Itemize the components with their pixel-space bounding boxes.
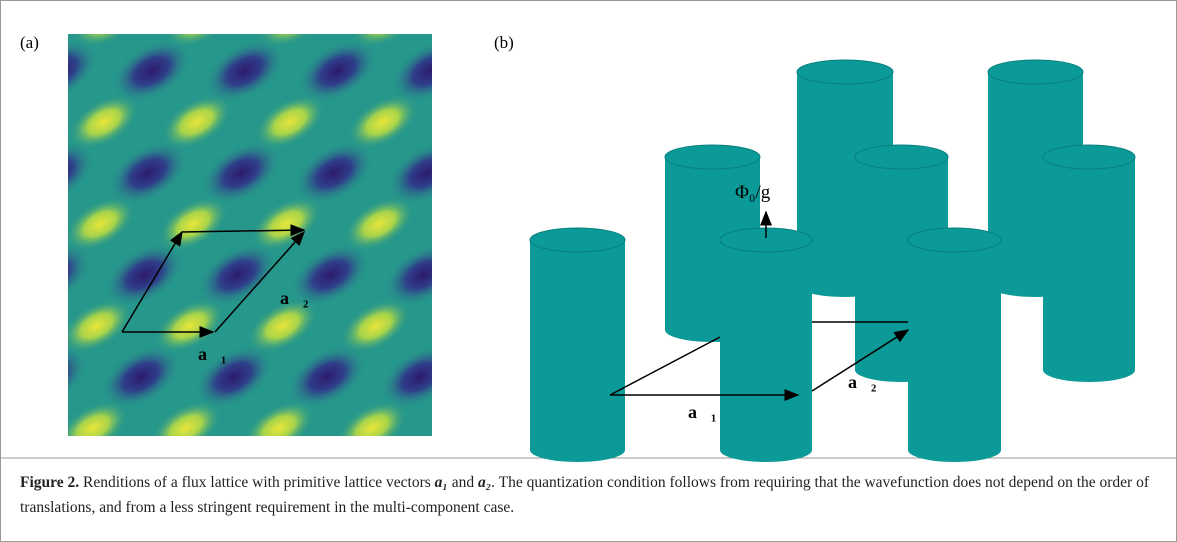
cylinder-part [797,60,893,84]
caption-text: Renditions of a flux lattice with primit… [83,474,435,491]
vector-label: a⃗₁ [688,402,716,422]
panel-label: (b) [494,33,514,52]
panel-label: (a) [20,33,39,52]
cylinder-part [1043,145,1135,169]
vector-label: a⃗₂ [848,372,876,392]
vector-label: a⃗₂ [280,288,308,308]
cylinder-part [908,240,1001,462]
caption-label: Figure 2. [20,474,79,491]
flux-label: Φ₀/g [735,182,771,203]
cylinder-part [530,228,625,252]
cylinder-part [908,228,1001,252]
caption-text: and [448,474,478,491]
caption-vector: a₂ [478,474,491,491]
cylinder-part [530,240,625,462]
caption-vector: a₁ [435,474,448,491]
vector-label: a⃗₁ [198,344,226,364]
figure: (a) a⃗₁ a⃗₂ (b) a⃗₁ a⃗₂ Φ₀/g [0,0,1177,542]
cylinder-part [720,240,812,462]
cylinder-part [665,145,760,169]
cylinder-part [988,60,1083,84]
cylinder-part [855,145,948,169]
heatmap [68,34,432,436]
caption: Figure 2. Renditions of a flux lattice w… [20,470,1150,520]
cylinder-part [1043,157,1135,382]
cylinders [530,60,1135,462]
figure-page: (a) a⃗₁ a⃗₂ (b) a⃗₁ a⃗₂ Φ₀/g Figure 2. R… [0,0,1177,542]
